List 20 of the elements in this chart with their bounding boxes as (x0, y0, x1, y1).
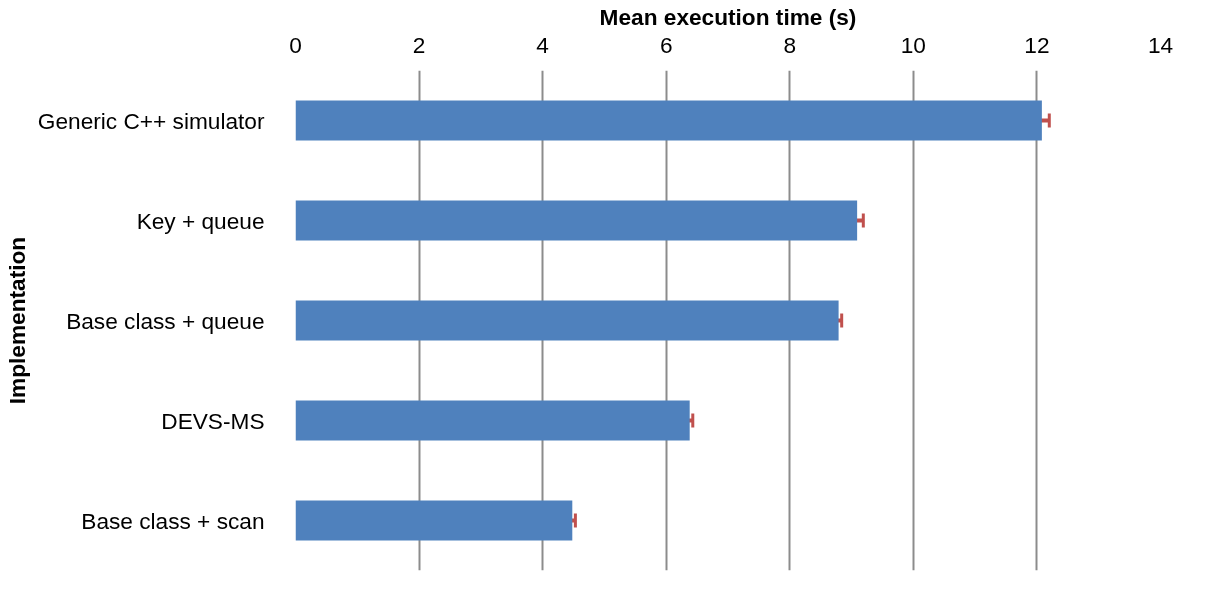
y-tick-label: Base class + queue (66, 307, 265, 334)
y-tick-label: Base class + scan (81, 507, 265, 534)
y-tick-label: Generic C++ simulator (37, 107, 265, 134)
bar (295, 500, 573, 541)
bar (295, 400, 690, 441)
x-tick-label: 14 (1147, 31, 1174, 58)
x-tick-label: 8 (783, 31, 797, 58)
x-tick-label: 12 (1024, 31, 1050, 58)
y-tick-label: DEVS-MS (161, 407, 265, 434)
x-tick-label: 2 (412, 31, 426, 58)
x-tick-label: 0 (289, 31, 302, 58)
y-tick-label: Key + queue (136, 207, 265, 234)
x-tick-label: 4 (536, 31, 549, 58)
bar (295, 100, 1042, 141)
x-tick-label: 6 (659, 31, 673, 58)
y-axis-title: Implementation (3, 236, 30, 405)
bar (295, 200, 858, 241)
bar (295, 300, 839, 341)
x-tick-label: 10 (900, 31, 926, 58)
x-axis-title: Mean execution time (s) (599, 3, 857, 30)
